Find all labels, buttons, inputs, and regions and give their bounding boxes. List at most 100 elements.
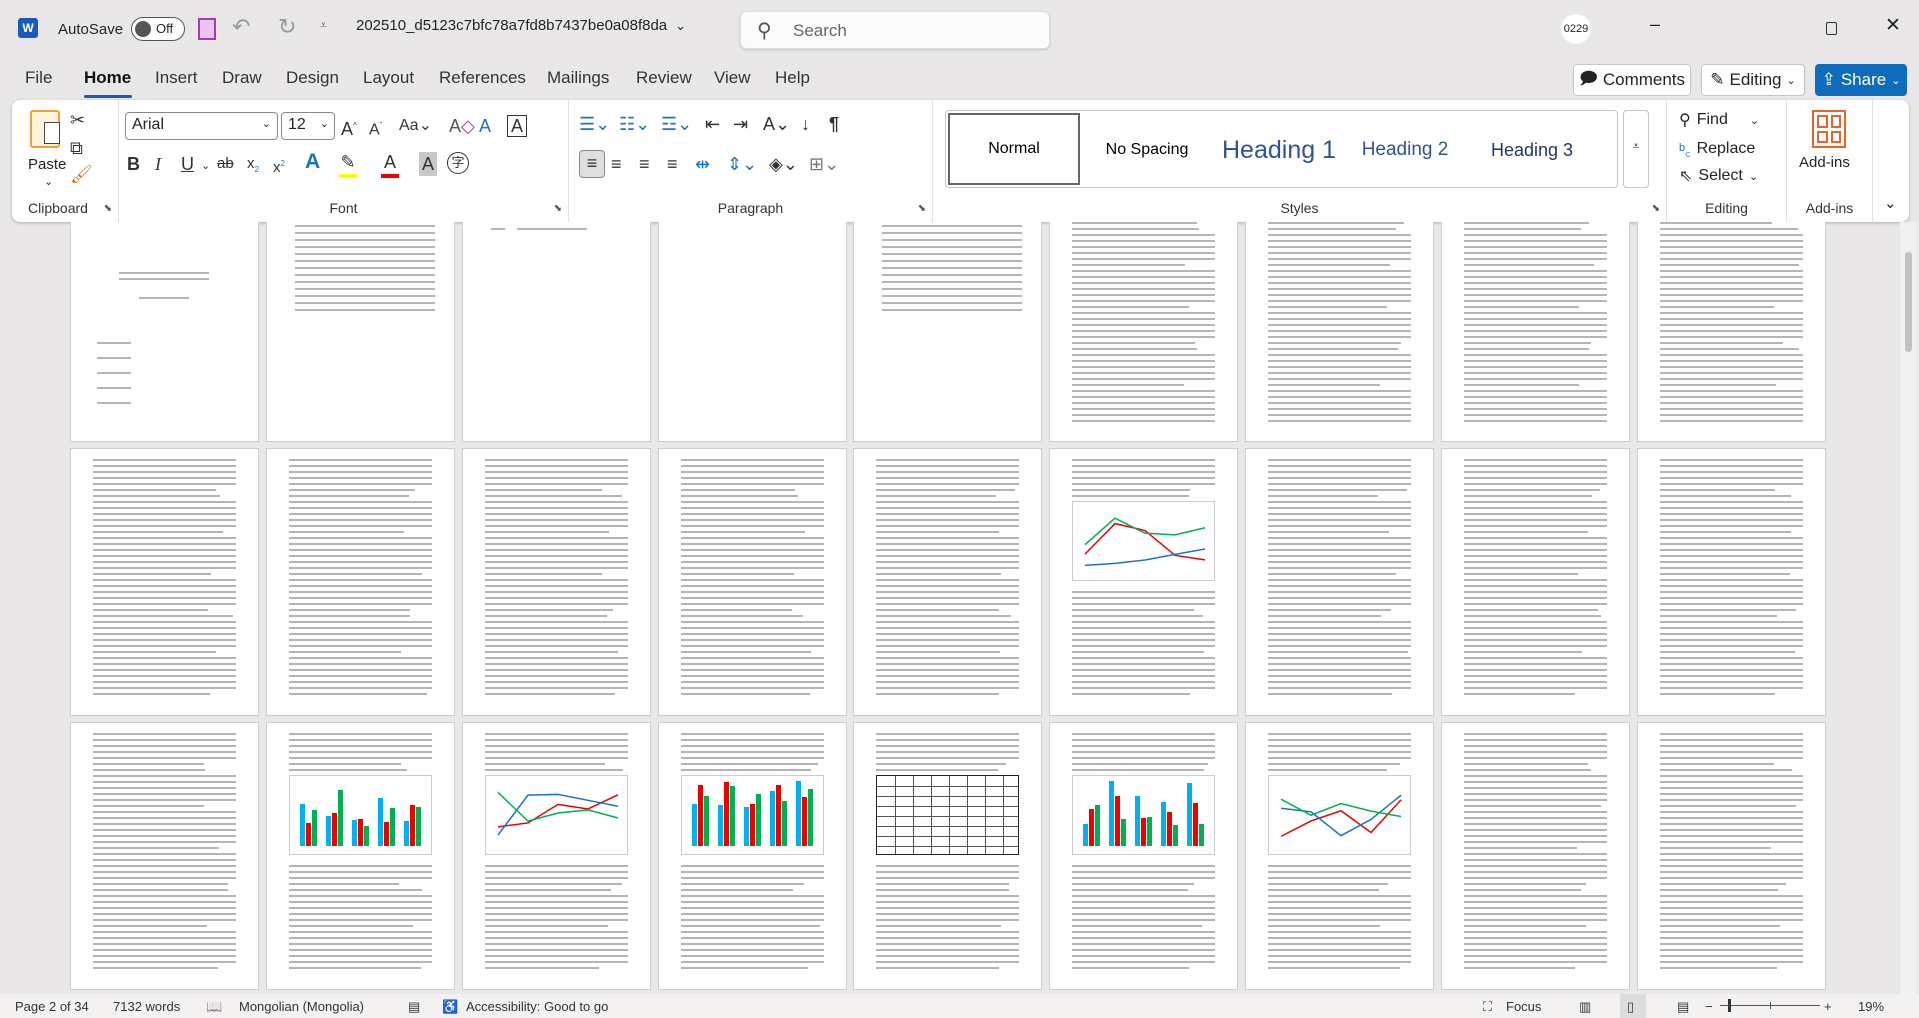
document-page[interactable] bbox=[659, 222, 846, 441]
increase-indent-icon[interactable]: ⇥ bbox=[733, 114, 749, 134]
comments-button[interactable]: 🗩 Comments bbox=[1573, 64, 1691, 96]
title-chevron-icon[interactable]: ⌄ bbox=[675, 17, 687, 33]
clear-formatting-icon[interactable]: A◇ bbox=[449, 116, 475, 136]
distributed-icon[interactable]: ⇹ bbox=[695, 154, 711, 174]
restore-icon[interactable] bbox=[1826, 22, 1837, 35]
document-page[interactable] bbox=[1246, 723, 1433, 989]
change-case-icon[interactable]: Aa⌄ bbox=[399, 117, 432, 134]
document-page[interactable] bbox=[1442, 222, 1629, 441]
accessibility-icon[interactable]: ♿ bbox=[442, 999, 459, 1014]
addins-button[interactable]: Add-ins bbox=[1799, 154, 1850, 171]
italic-icon[interactable]: I bbox=[155, 154, 161, 174]
justify-icon[interactable]: ≡ bbox=[667, 154, 678, 174]
document-title[interactable]: 202510_d5123c7bfc78a7fd8b7437be0a08f8da bbox=[356, 17, 668, 34]
font-size-select[interactable]: 12 ⌄ bbox=[281, 112, 335, 140]
document-page[interactable] bbox=[463, 449, 650, 715]
align-center-icon[interactable]: ≡ bbox=[611, 154, 622, 174]
style-heading-3[interactable]: Heading 3 bbox=[1490, 139, 1574, 160]
editing-mode-button[interactable]: ✎ Editing ⌄ bbox=[1701, 64, 1805, 96]
zoom-in-button[interactable]: + bbox=[1824, 999, 1832, 1014]
document-page[interactable] bbox=[1638, 723, 1825, 989]
document-page[interactable] bbox=[659, 723, 846, 989]
dialog-launcher-icon[interactable]: ⬊ bbox=[103, 203, 112, 214]
tab-file[interactable]: File bbox=[25, 68, 53, 87]
paste-chevron-icon[interactable]: ⌄ bbox=[44, 176, 54, 188]
styles-more-button[interactable]: ⩡ bbox=[1623, 110, 1649, 188]
text-predictions-icon[interactable]: ▤ bbox=[408, 999, 421, 1014]
document-title-control[interactable]: 202510_d5123c7bfc78a7fd8b7437be0a08f8da … bbox=[356, 17, 686, 34]
document-page[interactable] bbox=[1050, 222, 1237, 441]
scrollbar-thumb[interactable] bbox=[1905, 252, 1912, 352]
tab-insert[interactable]: Insert bbox=[155, 68, 198, 87]
collapse-ribbon-icon[interactable]: ⌄ bbox=[1884, 195, 1897, 212]
web-layout-icon[interactable]: ▤ bbox=[1677, 999, 1690, 1014]
text-direction-icon[interactable]: A⌄ bbox=[763, 114, 791, 134]
grow-font-icon[interactable]: A^ bbox=[341, 119, 357, 139]
document-page[interactable] bbox=[1442, 723, 1629, 989]
borders-icon[interactable]: ⊞⌄ bbox=[809, 154, 840, 174]
format-painter-icon[interactable]: 🖌 bbox=[70, 164, 93, 184]
redo-icon[interactable]: ↻ bbox=[278, 14, 297, 39]
read-mode-icon[interactable]: ▥ bbox=[1579, 999, 1592, 1014]
text-effects-icon[interactable]: A bbox=[305, 150, 321, 173]
document-page[interactable] bbox=[463, 222, 650, 441]
word-count[interactable]: 7132 words bbox=[113, 999, 181, 1014]
document-page[interactable] bbox=[854, 222, 1041, 441]
zoom-out-button[interactable]: − bbox=[1705, 999, 1713, 1014]
tab-references[interactable]: References bbox=[439, 68, 526, 87]
underline-chevron-icon[interactable]: ⌄ bbox=[201, 160, 211, 172]
document-page[interactable] bbox=[1638, 449, 1825, 715]
style-heading-1[interactable]: Heading 1 bbox=[1222, 135, 1336, 164]
strikethrough-icon[interactable]: ab bbox=[217, 155, 234, 172]
document-page[interactable] bbox=[1246, 222, 1433, 441]
focus-icon[interactable]: ⛶ bbox=[1483, 999, 1493, 1014]
numbering-icon[interactable]: ☷⌄ bbox=[619, 114, 651, 134]
document-page[interactable] bbox=[267, 449, 454, 715]
document-page[interactable] bbox=[854, 723, 1041, 989]
tab-review[interactable]: Review bbox=[636, 68, 692, 87]
font-color-icon[interactable]: A bbox=[381, 150, 399, 178]
document-page[interactable] bbox=[463, 723, 650, 989]
bullets-icon[interactable]: ☰⌄ bbox=[579, 114, 611, 134]
document-page[interactable] bbox=[1050, 723, 1237, 989]
character-shading-icon[interactable]: A bbox=[419, 152, 437, 176]
dialog-launcher-icon[interactable]: ⬊ bbox=[553, 203, 562, 214]
phonetic-guide-icon[interactable]: A bbox=[479, 116, 492, 136]
enclose-characters-icon[interactable]: 字 bbox=[447, 152, 469, 174]
document-page[interactable] bbox=[1638, 222, 1825, 441]
document-page[interactable] bbox=[71, 723, 258, 989]
paste-icon[interactable] bbox=[30, 110, 60, 148]
style-heading-2[interactable]: Heading 2 bbox=[1361, 139, 1449, 160]
multilevel-list-icon[interactable]: ☲⌄ bbox=[661, 114, 693, 134]
accessibility-status[interactable]: Accessibility: Good to go bbox=[466, 999, 609, 1014]
document-page[interactable] bbox=[71, 449, 258, 715]
highlight-color-icon[interactable]: ✎ bbox=[339, 150, 357, 178]
paste-button[interactable]: Paste bbox=[28, 156, 67, 173]
tab-layout[interactable]: Layout bbox=[363, 68, 415, 87]
customize-toolbar-icon[interactable]: ⩡ bbox=[320, 18, 327, 32]
document-page[interactable] bbox=[1442, 449, 1629, 715]
subscript-icon[interactable]: x2 bbox=[247, 155, 259, 174]
focus-button[interactable]: Focus bbox=[1506, 999, 1542, 1014]
bold-icon[interactable]: B bbox=[127, 154, 140, 174]
autosave-toggle[interactable]: Off bbox=[131, 17, 186, 41]
cut-icon[interactable]: ✂ bbox=[70, 110, 86, 130]
language[interactable]: Mongolian (Mongolia) bbox=[239, 999, 365, 1014]
tab-help[interactable]: Help bbox=[775, 68, 810, 87]
style-no-spacing[interactable]: No Spacing bbox=[1105, 141, 1189, 158]
find-button[interactable]: ⚲ Find ⌄ bbox=[1679, 111, 1760, 129]
share-button[interactable]: ⇪ Share ⌄ bbox=[1815, 64, 1907, 96]
select-button[interactable]: ⇖ Select ⌄ bbox=[1679, 167, 1759, 185]
font-name-select[interactable]: Arial ⌄ bbox=[125, 112, 278, 140]
align-right-icon[interactable]: ≡ bbox=[639, 154, 650, 174]
page-count[interactable]: Page 2 of 34 bbox=[15, 999, 89, 1014]
shrink-font-icon[interactable]: Aˇ bbox=[369, 121, 383, 139]
align-left-icon[interactable]: ≡ bbox=[579, 150, 605, 178]
close-button[interactable]: ✕ bbox=[1885, 15, 1901, 36]
document-page[interactable] bbox=[659, 449, 846, 715]
dialog-launcher-icon[interactable]: ⬊ bbox=[1651, 203, 1660, 214]
document-area[interactable] bbox=[0, 222, 1897, 994]
decrease-indent-icon[interactable]: ⇤ bbox=[705, 114, 721, 134]
dialog-launcher-icon[interactable]: ⬊ bbox=[917, 203, 926, 214]
document-page[interactable] bbox=[1050, 449, 1237, 715]
